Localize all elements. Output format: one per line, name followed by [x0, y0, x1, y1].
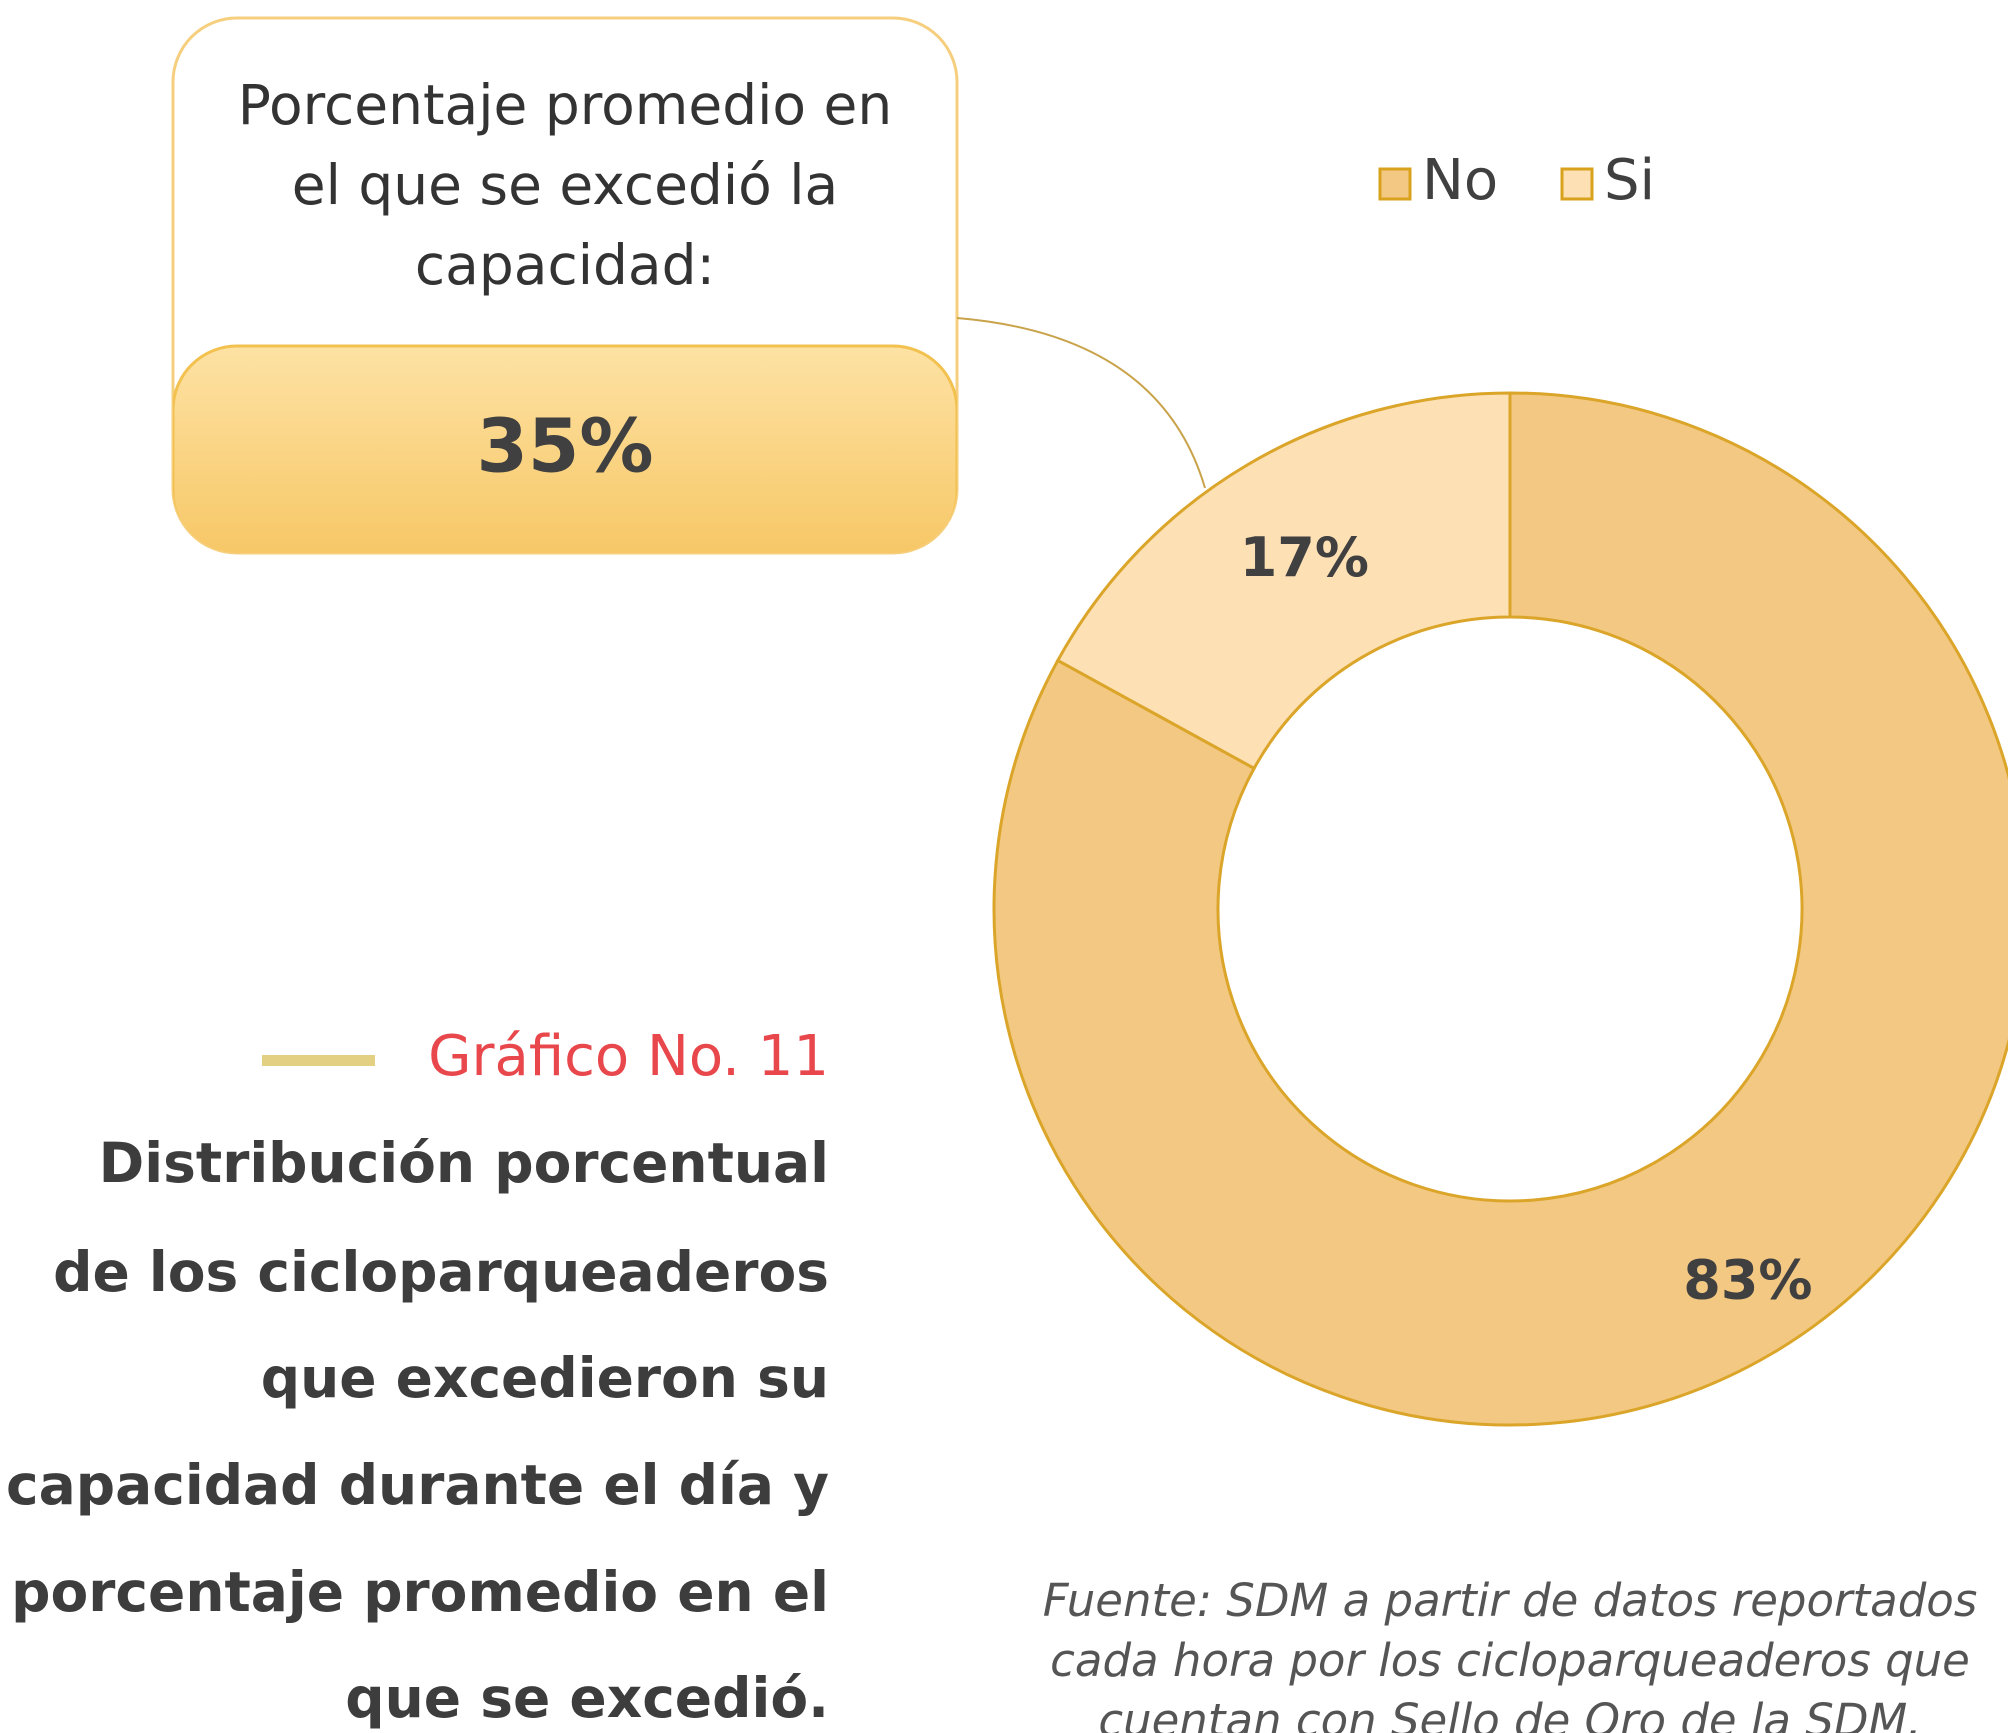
caption-line: de los cicloparqueaderos	[53, 1240, 829, 1304]
caption-line: que se excedió.	[345, 1666, 829, 1730]
donut-segment	[992, 391, 2008, 1427]
legend: No Si	[1378, 148, 1655, 213]
caption-line: porcentaje promedio en el	[11, 1560, 829, 1624]
caption: Distribución porcentual de los cicloparqu…	[6, 1131, 829, 1730]
source-line: Fuente: SDM a partir de datos reportados	[1043, 1574, 1978, 1627]
legend-label: Si	[1604, 148, 1655, 213]
caption-line: Distribución porcentual	[99, 1131, 829, 1195]
figure-label: Gráfico No. 11	[428, 1024, 829, 1089]
source-line: cada hora por los cicloparqueaderos que	[1050, 1634, 1970, 1687]
connector	[956, 317, 1206, 489]
caption-line: que excedieron su	[261, 1346, 829, 1410]
caption-bar	[262, 1055, 375, 1066]
source-line: cuentan con Sello de Oro de la SDM.	[1098, 1694, 1921, 1733]
callout: Porcentaje promedio en el que se excedió…	[171, 16, 959, 555]
data-label: 83%	[1683, 1249, 1812, 1312]
data-label: 17%	[1240, 526, 1369, 589]
legend-swatch	[1378, 167, 1412, 201]
callout-text: capacidad:	[415, 233, 715, 297]
legend-label: No	[1422, 148, 1498, 213]
callout-text: Porcentaje promedio en	[238, 73, 892, 137]
callout-highlight	[173, 344, 957, 553]
callout-value: 35%	[476, 404, 653, 490]
donut: 83% 17%	[992, 391, 2008, 1427]
callout-text: el que se excedió la	[292, 153, 839, 217]
legend-swatch	[1560, 167, 1594, 201]
source: Fuente: SDM a partir de datos reportados…	[1043, 1574, 1978, 1733]
caption-line: capacidad durante el día y	[6, 1453, 829, 1517]
donut-segment	[1055, 391, 1512, 771]
